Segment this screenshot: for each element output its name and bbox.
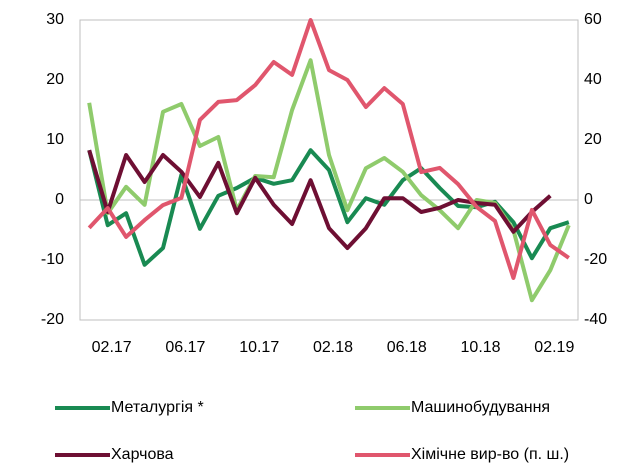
x-tick-label: 02.18: [313, 339, 353, 356]
y-tick-label: 10: [46, 131, 64, 148]
y2-tick-label: 0: [584, 191, 593, 208]
x-tick-label: 02.17: [92, 339, 132, 356]
x-tick-label: 06.17: [165, 339, 205, 356]
y2-tick-label: 20: [584, 131, 602, 148]
x-tick-label: 02.19: [534, 339, 574, 356]
y2-tick-label: -40: [584, 311, 607, 328]
y-tick-label: -10: [41, 251, 64, 268]
y-tick-label: 30: [46, 11, 64, 28]
series-line: [87, 58, 571, 303]
y-tick-label: 20: [46, 71, 64, 88]
y2-tick-label: 40: [584, 71, 602, 88]
x-tick-label: 10.17: [239, 339, 279, 356]
plot-frame: [79, 19, 579, 321]
legend-label: Машинобудування: [411, 399, 550, 416]
series-line: [87, 18, 570, 280]
x-tick-label: 06.18: [387, 339, 427, 356]
legend-label: Харчова: [111, 446, 174, 463]
x-tick-label: 10.18: [461, 339, 501, 356]
legend-label: Металургія *: [111, 399, 204, 416]
y-tick-label: 0: [55, 191, 64, 208]
y2-tick-label: -20: [584, 251, 607, 268]
y-tick-label: -20: [41, 311, 64, 328]
y2-tick-label: 60: [584, 11, 602, 28]
legend-label: Хімічне вир-во (п. ш.): [411, 446, 569, 463]
